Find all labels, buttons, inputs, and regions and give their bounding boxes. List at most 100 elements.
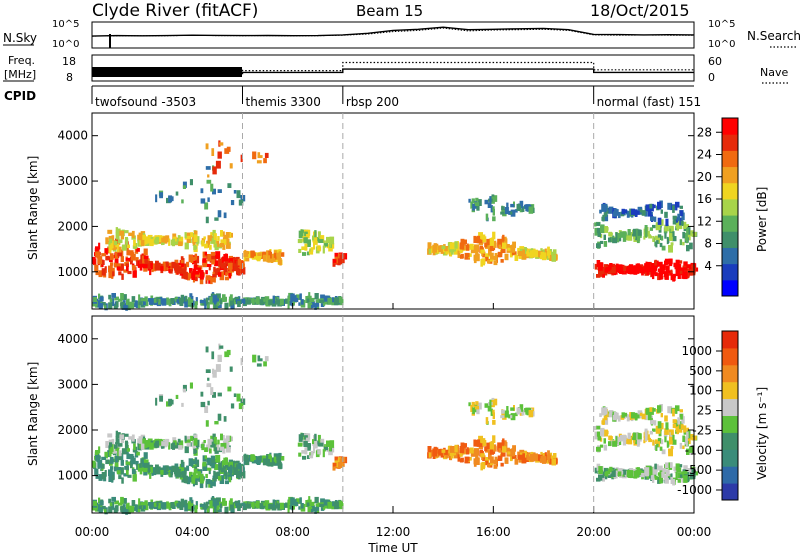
scatter-cell	[308, 249, 312, 255]
scatter-cell	[210, 251, 216, 256]
scatter-cell	[507, 451, 511, 455]
scatter-cell	[175, 394, 179, 399]
scatter-cell	[487, 405, 492, 412]
scatter-cell	[119, 230, 125, 236]
scatter-cell	[101, 268, 106, 276]
scatter-cell	[116, 266, 121, 271]
scatter-cell	[685, 239, 688, 244]
scatter-cell	[219, 503, 223, 509]
scatter-cell	[116, 470, 121, 475]
scatter-cell	[689, 446, 693, 453]
scatter-cell	[168, 472, 171, 477]
scatter-cell	[155, 264, 161, 271]
scatter-cell	[670, 462, 673, 468]
scatter-cell	[226, 447, 231, 453]
scatter-cell	[484, 447, 490, 453]
scatter-cell	[655, 241, 658, 248]
scatter-cell	[143, 452, 148, 459]
scatter-cell	[524, 408, 528, 413]
scatter-cell	[142, 255, 145, 264]
scatter-cell	[161, 298, 167, 306]
scatter-cell	[668, 448, 673, 457]
scatter-cell	[108, 469, 110, 476]
scatter-cell	[501, 206, 505, 211]
scatter-cell	[337, 462, 343, 468]
scatter-cell	[492, 206, 495, 212]
scatter-cell	[169, 262, 172, 267]
scatter-cell	[674, 420, 679, 427]
scatter-cell	[194, 246, 198, 250]
scatter-cell	[526, 456, 531, 461]
scatter-cell	[334, 298, 339, 306]
scatter-cell	[519, 404, 524, 412]
scatter-cell	[609, 466, 613, 473]
cpid-change-lines	[242, 113, 595, 513]
scatter-cell	[98, 497, 101, 504]
scatter-cell	[297, 442, 303, 447]
scatter-cell	[510, 209, 516, 217]
scatter-cell	[679, 210, 683, 217]
scatter-cell	[459, 450, 463, 457]
scatter-cell	[262, 254, 267, 262]
scatter-cell	[435, 453, 440, 458]
scatter-cell	[308, 453, 312, 459]
scatter-cell	[182, 388, 186, 393]
scatter-cell	[217, 189, 222, 193]
scatter-cell	[213, 436, 217, 444]
scatter-cell	[194, 507, 198, 514]
scatter-cell	[679, 409, 683, 413]
scatter-cell	[621, 412, 625, 418]
scatter-cell	[308, 443, 311, 449]
colorbar-tick-label: -25	[692, 423, 712, 437]
scatter-cell	[155, 397, 158, 406]
scatter-cell	[492, 412, 495, 420]
scatter-cell	[187, 439, 191, 445]
scatter-cell	[205, 501, 209, 509]
scatter-cell	[627, 469, 630, 478]
scatter-cell	[128, 232, 133, 236]
y-tick-label: 3000	[57, 174, 88, 188]
scatter-cell	[480, 453, 485, 458]
scatter-cell	[300, 299, 304, 305]
scatter-cell	[259, 252, 265, 259]
scatter-cell	[608, 441, 612, 447]
scatter-cell	[172, 442, 175, 450]
scatter-cell	[544, 248, 547, 254]
scatter-cell	[656, 240, 659, 244]
scatter-cell	[670, 473, 673, 477]
scatter-cell	[497, 238, 503, 247]
scatter-cell	[184, 476, 188, 484]
scatter-cell	[206, 301, 210, 309]
scatter-cell	[228, 262, 233, 270]
scatter-cell	[608, 231, 612, 237]
scatter-cell	[659, 476, 663, 484]
scatter-cell	[279, 502, 284, 510]
scatter-cell	[469, 253, 472, 257]
scatter-cell	[207, 254, 212, 262]
scatter-cell	[435, 249, 440, 254]
scatter-cell	[202, 258, 207, 263]
station-title: Clyde River (fitACF)	[92, 1, 258, 21]
scatter-cell	[168, 268, 171, 273]
scatter-cell	[505, 447, 510, 452]
scatter-cell	[112, 244, 116, 250]
scatter-cell	[469, 457, 472, 461]
scatter-cell	[328, 242, 332, 248]
scatter-cell	[645, 263, 650, 272]
scatter-cell	[519, 254, 523, 259]
scatter-cell	[292, 498, 295, 503]
scatter-cell	[180, 294, 185, 302]
scatter-cell	[329, 440, 335, 448]
scatter-cell	[306, 251, 310, 256]
scatter-cell	[681, 416, 685, 424]
scatter-cell	[252, 501, 255, 509]
scatter-cell	[460, 238, 465, 246]
scatter-cell	[601, 407, 606, 416]
scatter-cell	[181, 467, 184, 472]
y-tick-label: 4000	[57, 332, 88, 346]
scatter-cell	[628, 437, 632, 443]
scatter-cell	[235, 464, 239, 473]
scatter-cell	[192, 241, 196, 246]
scatter-cell	[652, 428, 656, 432]
scatter-cell	[503, 236, 507, 243]
